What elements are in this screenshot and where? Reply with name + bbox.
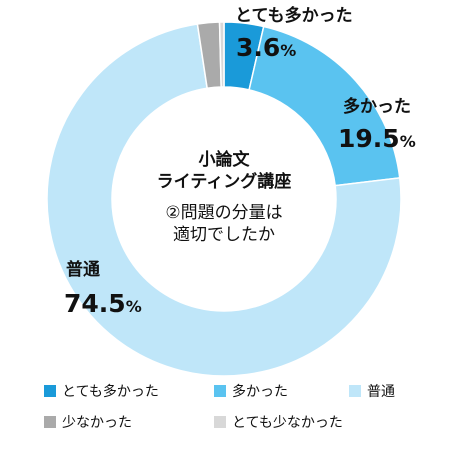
legend-item-very-many: とても多かった — [44, 381, 214, 401]
legend-swatch — [44, 385, 56, 397]
slice-value-unit: % — [400, 132, 416, 151]
legend-item-very-few: とても少なかった — [214, 412, 349, 432]
slice-name-very-many: とても多かった — [235, 5, 353, 26]
legend-item-normal: 普通 — [349, 381, 444, 401]
donut-slice-normal — [46, 23, 402, 377]
chart-title-line-2: ライティング講座 — [157, 171, 292, 192]
slice-value-unit: % — [280, 41, 296, 60]
slice-value-many: 19.5% — [338, 124, 416, 153]
legend-label: 多かった — [232, 384, 288, 400]
slice-name-normal: 普通 — [66, 259, 100, 280]
legend-swatch — [44, 416, 56, 428]
question-line-1: ②問題の分量は — [165, 203, 282, 223]
chart-title-line-1: 小論文 — [199, 149, 251, 170]
slice-value-number: 3.6 — [236, 33, 280, 62]
legend-swatch — [214, 416, 226, 428]
question-line-2: 適切でしたか — [173, 225, 275, 245]
slice-value-number: 19.5 — [338, 124, 400, 153]
slice-value-very-many: 3.6% — [236, 33, 296, 62]
legend-item-few: 少なかった — [44, 412, 214, 432]
legend-swatch — [214, 385, 226, 397]
legend-label: 少なかった — [62, 415, 132, 431]
legend-swatch — [349, 385, 361, 397]
slice-value-number: 74.5 — [64, 289, 126, 318]
slice-value-normal: 74.5% — [64, 289, 142, 318]
slice-value-unit: % — [126, 297, 142, 316]
legend-label: とても少なかった — [232, 415, 343, 431]
donut-slices — [46, 21, 402, 377]
legend-item-many: 多かった — [214, 381, 349, 401]
donut-slice-very-few — [218, 21, 225, 88]
legend-label: とても多かった — [62, 384, 159, 400]
legend: とても多かった 多かった 普通 少なかった とても少なかった — [44, 381, 444, 432]
slice-name-many: 多かった — [343, 96, 411, 117]
legend-label: 普通 — [367, 384, 395, 400]
